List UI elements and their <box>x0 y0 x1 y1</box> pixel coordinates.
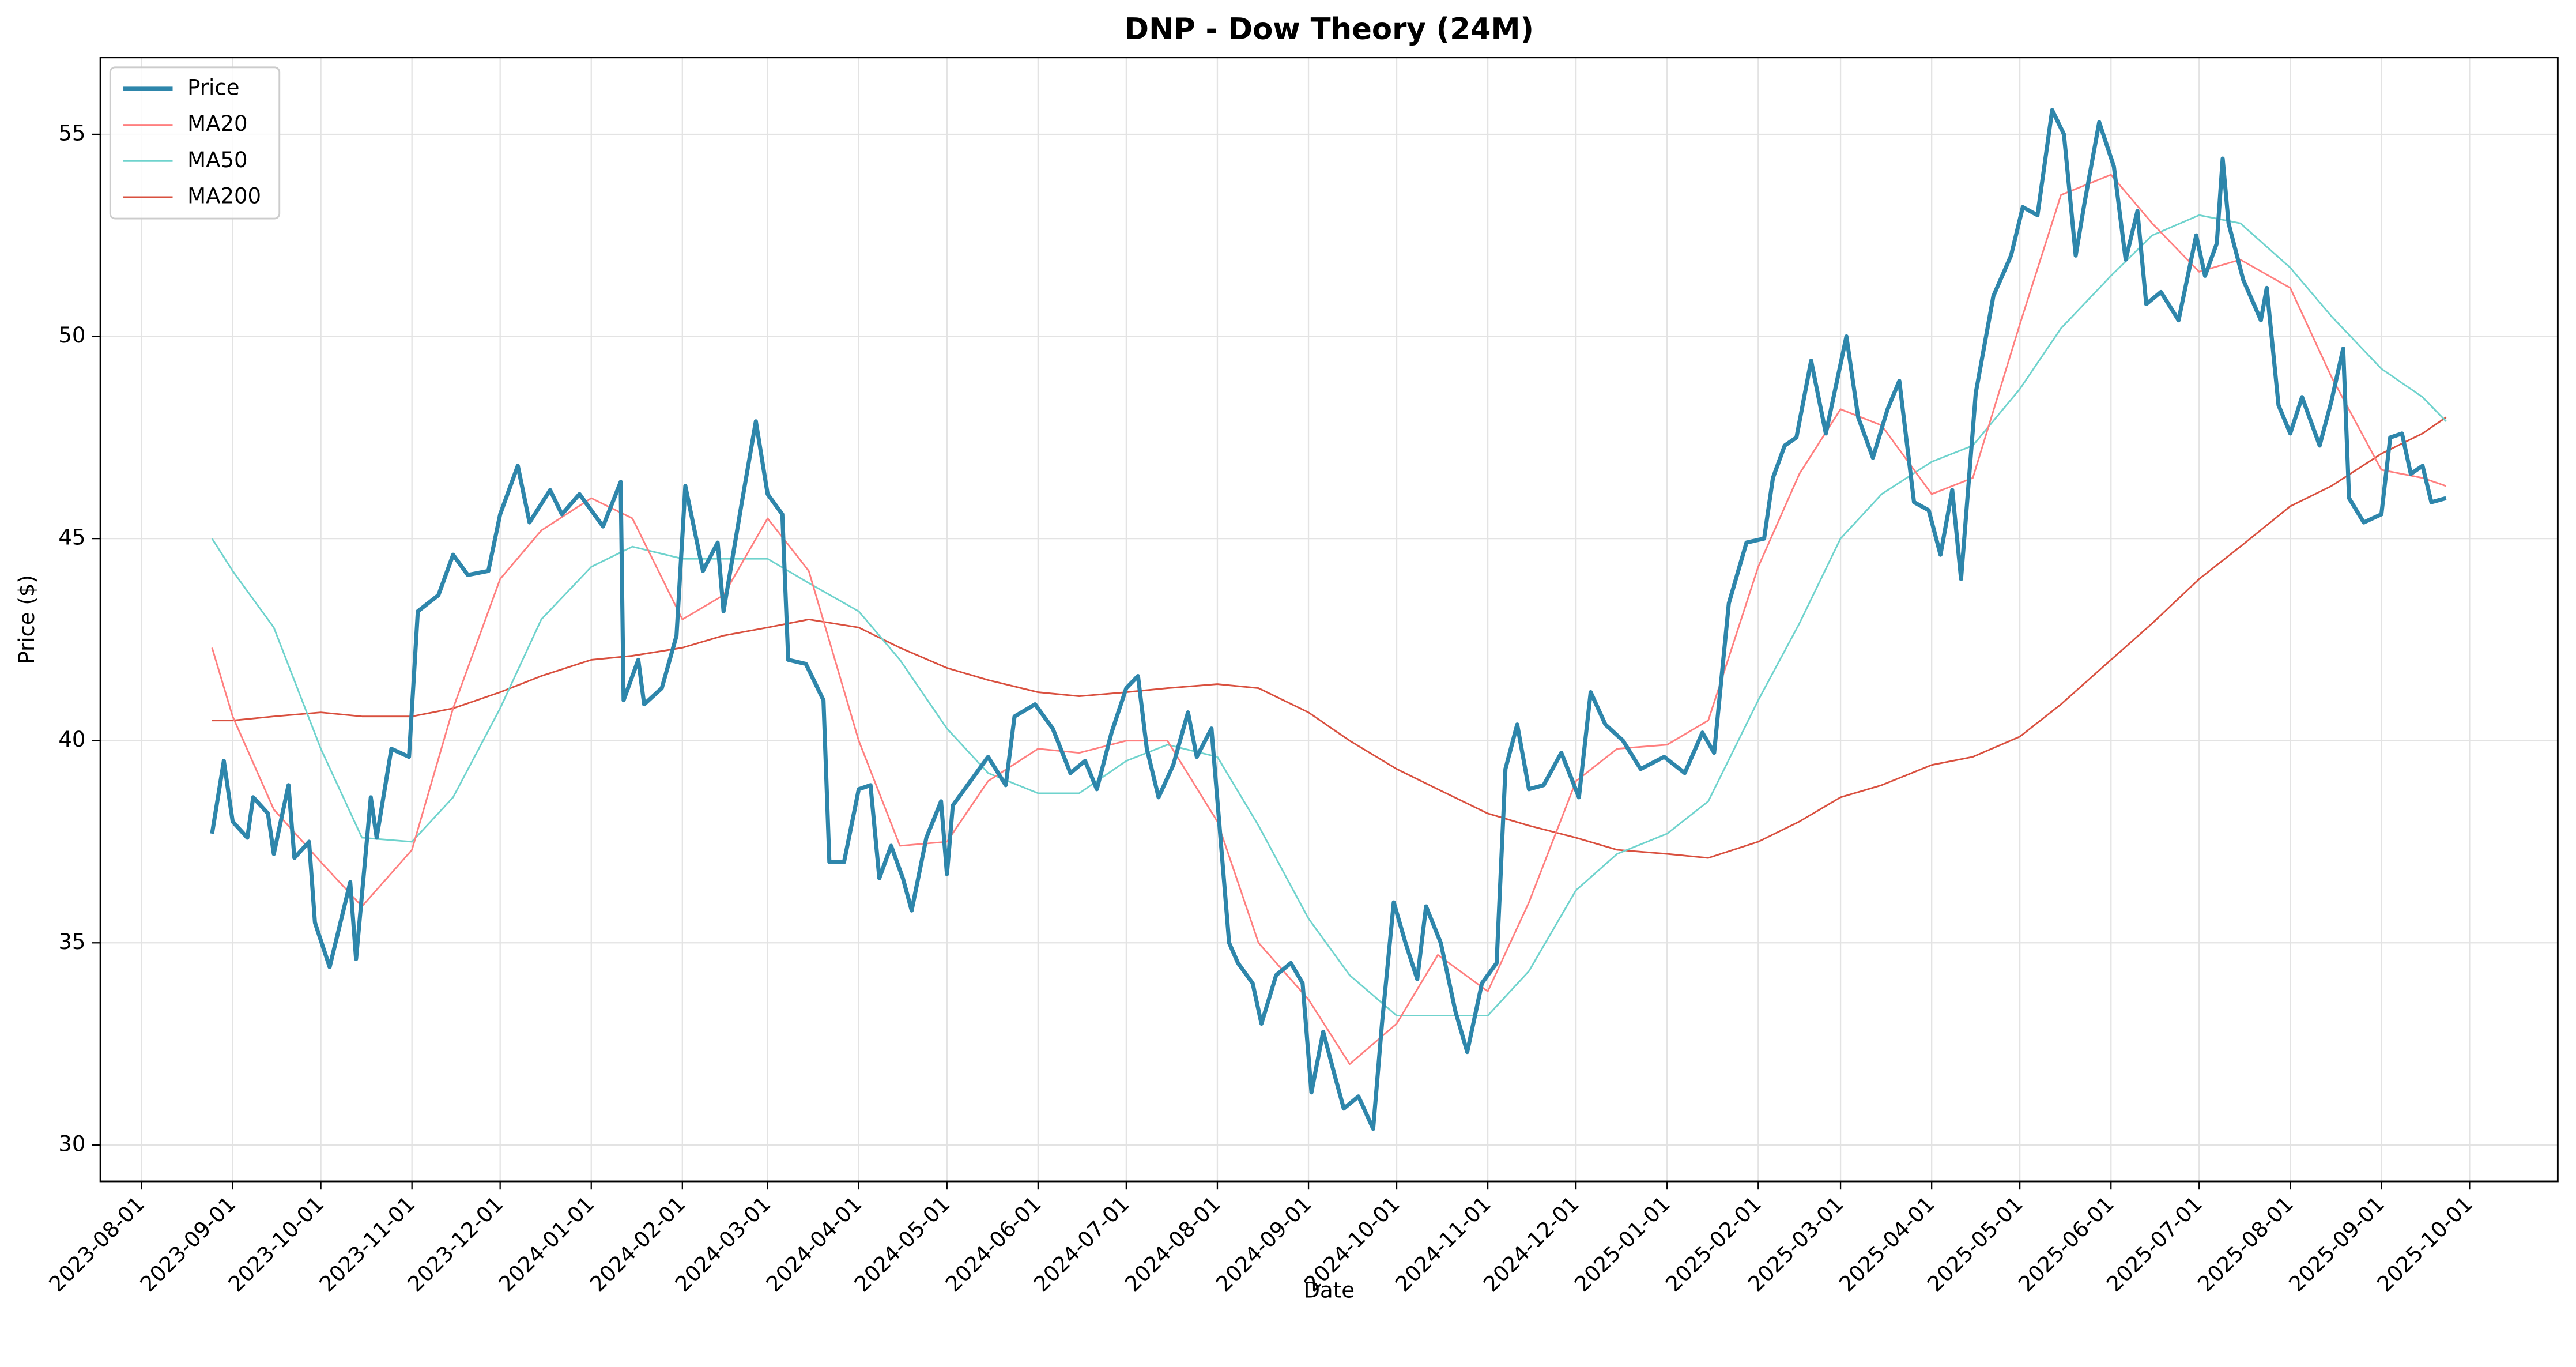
y-tick-label: 55 <box>58 120 85 145</box>
series-line <box>211 214 2447 1016</box>
legend-label: MA20 <box>187 111 247 136</box>
y-tick-label: 40 <box>58 727 85 752</box>
legend: Price MA20 MA50 MA200 <box>109 66 281 220</box>
series-line <box>210 108 2447 1131</box>
y-tick-label: 45 <box>58 525 85 550</box>
legend-box <box>109 66 281 220</box>
legend-label: MA200 <box>187 183 261 208</box>
chart-title: DNP - Dow Theory (24M) <box>1125 12 1534 47</box>
x-axis-label: Date <box>1303 1278 1355 1302</box>
y-tick-label: 30 <box>58 1131 85 1156</box>
series-line <box>212 416 2447 859</box>
plot-frame <box>99 57 2559 1183</box>
y-axis-label: Price ($) <box>14 575 39 664</box>
legend-label: Price <box>187 75 239 100</box>
y-tick-label: 50 <box>58 323 85 348</box>
y-tick-label: 35 <box>58 929 85 954</box>
legend-label: MA50 <box>187 148 247 172</box>
